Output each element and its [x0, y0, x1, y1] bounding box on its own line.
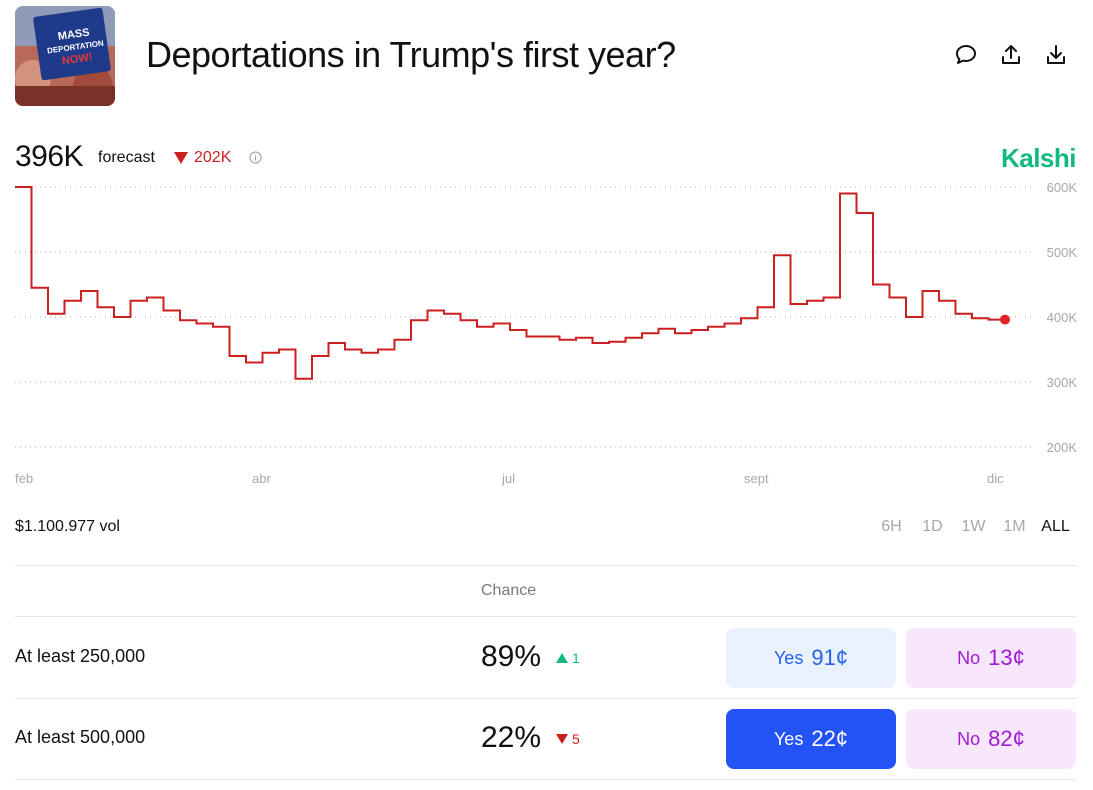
forecast-label: forecast	[98, 149, 155, 166]
range-1d[interactable]: 1D	[922, 518, 943, 535]
forecast-series-line	[15, 186, 1005, 380]
info-icon[interactable]	[249, 151, 262, 169]
time-range-selector: 6H 1D 1W 1M ALL	[871, 518, 1076, 536]
yes-price: 22¢	[811, 726, 849, 751]
y-tick-label: 300K	[1047, 375, 1078, 390]
range-all[interactable]: ALL	[1041, 518, 1070, 535]
y-tick-label: 500K	[1047, 245, 1078, 260]
outcome-change-value: 1	[572, 650, 580, 666]
table-row: At least 250,000 89% 1 Yes 91¢ No 13¢	[15, 618, 1076, 698]
volume-text: $1.100.977 vol	[15, 518, 120, 535]
up-triangle-icon	[556, 653, 568, 663]
brand-logo: Kalshi	[1000, 143, 1077, 173]
buy-no-button[interactable]: No 82¢	[906, 709, 1076, 769]
buy-yes-button[interactable]: Yes 91¢	[726, 628, 896, 688]
no-price: 82¢	[988, 726, 1025, 751]
down-triangle-icon	[556, 734, 568, 744]
x-tick-label: sept	[744, 471, 769, 486]
outcome-change: 1	[556, 650, 580, 666]
page-title: Deportations in Trump's first year?	[146, 34, 676, 75]
market-thumbnail: MASS DEPORTATION NOW!	[15, 6, 115, 106]
outcome-change-value: 5	[572, 731, 580, 747]
y-tick-label: 400K	[1047, 310, 1078, 325]
divider	[15, 779, 1076, 780]
no-label: No	[957, 647, 981, 668]
yes-price: 91¢	[811, 645, 849, 670]
forecast-delta: 202K	[174, 149, 231, 167]
divider	[15, 565, 1076, 566]
range-1w[interactable]: 1W	[961, 518, 986, 535]
thumbnail-text-1: MASS	[57, 27, 90, 43]
x-tick-label: dic	[987, 471, 1004, 486]
x-tick-label: feb	[15, 471, 33, 486]
forecast-delta-value: 202K	[194, 149, 232, 166]
outcome-chance: 22%	[481, 721, 542, 754]
outcome-change: 5	[556, 731, 580, 747]
buy-no-button[interactable]: No 13¢	[906, 628, 1076, 688]
outcome-label: At least 250,000	[15, 646, 146, 666]
range-6h[interactable]: 6H	[881, 518, 902, 535]
download-icon[interactable]	[1043, 42, 1069, 68]
outcome-label: At least 500,000	[15, 727, 146, 747]
y-tick-label: 600K	[1047, 180, 1078, 195]
thumbnail-text-3: NOW!	[61, 51, 93, 67]
share-icon[interactable]	[998, 42, 1024, 68]
current-value-dot	[1000, 314, 1010, 325]
yes-label: Yes	[773, 728, 804, 749]
no-label: No	[957, 728, 981, 749]
divider	[15, 616, 1076, 617]
divider	[15, 698, 1076, 699]
forecast-value: 396K	[15, 140, 84, 173]
forecast-chart: 600K 500K 400K 300K 200K feb abr jul sept dic	[15, 180, 1078, 486]
buy-yes-button[interactable]: Yes 22¢	[726, 709, 896, 769]
down-triangle-icon	[174, 152, 188, 164]
table-row: At least 500,000 22% 5 Yes 22¢ No 82¢	[15, 699, 1076, 779]
x-tick-label: abr	[252, 471, 271, 486]
range-1m[interactable]: 1M	[1003, 518, 1026, 535]
yes-label: Yes	[773, 647, 804, 668]
y-tick-label: 200K	[1047, 440, 1078, 455]
chance-column-header: Chance	[481, 582, 537, 599]
x-tick-label: jul	[501, 471, 515, 486]
comment-icon[interactable]	[953, 42, 979, 68]
no-price: 13¢	[988, 645, 1025, 670]
outcome-chance: 89%	[481, 640, 542, 673]
